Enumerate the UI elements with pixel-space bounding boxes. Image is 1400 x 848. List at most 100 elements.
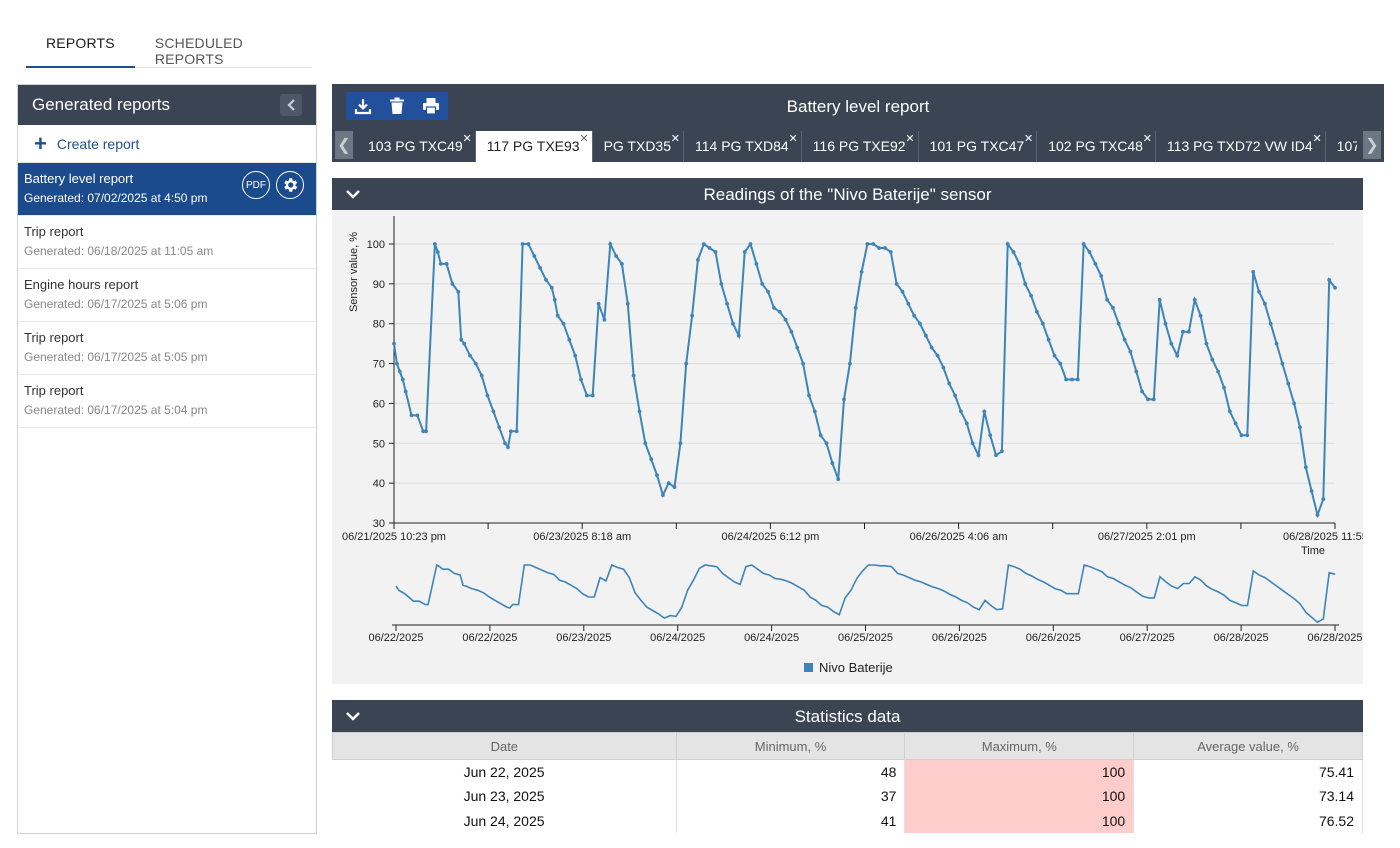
statistics-table: Date Minimum, % Maximum, % Average value…	[332, 732, 1363, 833]
data-point	[801, 361, 805, 366]
legend-label: Nivo Baterije	[819, 660, 893, 675]
data-point	[625, 301, 630, 306]
report-name: Trip report	[24, 330, 84, 345]
tab-scheduled-reports[interactable]: SCHEDULED REPORTS	[154, 35, 243, 67]
data-point	[970, 441, 975, 446]
close-icon[interactable]: ✕	[462, 133, 472, 145]
close-icon[interactable]: ✕	[788, 133, 798, 145]
vehicle-tab[interactable]: 116 PG TXE92 ✕	[801, 131, 919, 162]
column-header-avg[interactable]: Average value, %	[1133, 732, 1363, 760]
vehicle-tab[interactable]: 113 PG TXD72 VW ID4 ✕	[1155, 131, 1326, 162]
data-point	[400, 377, 405, 382]
data-point	[532, 254, 537, 258]
x-tick-label: 06/23/2025 8:18 am	[533, 531, 631, 543]
data-point	[1204, 341, 1209, 346]
data-point	[631, 373, 636, 378]
report-item[interactable]: Engine hours report Generated: 06/17/202…	[18, 269, 316, 322]
delete-button[interactable]	[380, 92, 414, 120]
report-generated: Generated: 06/18/2025 at 11:05 am	[24, 244, 214, 258]
column-header-max[interactable]: Maximum, %	[904, 732, 1135, 760]
close-icon[interactable]: ✕	[1142, 133, 1152, 145]
vehicle-tab[interactable]: 101 PG TXC47 ✕	[918, 131, 1038, 162]
data-point	[1005, 242, 1010, 246]
data-point	[1029, 293, 1033, 298]
close-icon[interactable]: ✕	[670, 133, 680, 145]
report-item[interactable]: Trip report Generated: 06/18/2025 at 11:…	[18, 216, 316, 269]
data-point	[777, 309, 782, 314]
vehicle-tab-label: 114 PG TXD84	[695, 138, 789, 154]
vehicle-tab[interactable]: PG TXD35 ✕	[592, 131, 684, 162]
data-point	[602, 317, 607, 322]
report-item[interactable]: Trip report Generated: 06/17/2025 at 5:0…	[18, 322, 316, 375]
create-report-button[interactable]: + Create report	[18, 125, 316, 163]
x-axis-label: Time	[1301, 545, 1325, 557]
data-point	[1017, 262, 1022, 266]
report-item[interactable]: Battery level report Generated: 07/02/20…	[18, 163, 316, 216]
y-tick-label: 50	[373, 438, 385, 450]
pdf-button[interactable]: PDF	[242, 171, 270, 199]
tabs-scroll-left-button[interactable]: ❮	[335, 131, 353, 159]
data-point	[888, 250, 893, 254]
data-point	[976, 453, 981, 458]
data-point	[1070, 377, 1074, 382]
data-point	[924, 333, 928, 338]
print-button[interactable]	[414, 92, 448, 120]
navigator-tick-label: 06/27/2025	[1120, 632, 1175, 644]
close-icon[interactable]: ✕	[579, 133, 589, 145]
column-header-date[interactable]: Date	[332, 732, 677, 760]
data-point	[1175, 353, 1180, 358]
report-name: Engine hours report	[24, 277, 139, 292]
data-point	[1192, 297, 1197, 302]
data-point	[701, 242, 706, 246]
close-icon[interactable]: ✕	[1024, 133, 1034, 145]
data-point	[918, 321, 922, 326]
data-point	[1181, 329, 1185, 334]
download-button[interactable]	[346, 92, 380, 120]
data-point	[748, 242, 753, 246]
y-axis-label: Sensor value, %	[348, 232, 360, 312]
data-point	[906, 301, 911, 306]
report-item[interactable]: Trip report Generated: 06/17/2025 at 5:0…	[18, 375, 316, 428]
series-line-nivo-baterije	[393, 240, 1336, 519]
data-point	[1210, 357, 1215, 362]
download-icon	[354, 99, 372, 115]
data-point	[1134, 369, 1139, 374]
y-tick-label: 80	[373, 319, 385, 331]
cell-avg: 76.52	[1133, 808, 1363, 833]
readings-section-header[interactable]: Readings of the "Nivo Baterije" sensor	[332, 178, 1363, 210]
data-point	[830, 461, 835, 466]
close-icon[interactable]: ✕	[905, 133, 915, 145]
navigator-line	[395, 563, 1336, 624]
tabs-scroll-right-button[interactable]: ❯	[1363, 131, 1381, 159]
data-point	[450, 282, 455, 286]
vehicle-tab[interactable]: 114 PG TXD84 ✕	[684, 131, 802, 162]
data-point	[520, 242, 525, 246]
vehicle-tab[interactable]: 102 PG TXC48 ✕	[1037, 131, 1156, 162]
collapse-sidebar-button[interactable]	[280, 94, 302, 116]
data-point	[585, 393, 589, 398]
data-point	[1303, 465, 1308, 470]
column-header-min[interactable]: Minimum, %	[675, 732, 906, 760]
data-point	[672, 485, 677, 489]
data-point	[772, 305, 776, 310]
statistics-section-header[interactable]: Statistics data	[332, 700, 1363, 732]
data-point	[1058, 361, 1063, 366]
tab-reports[interactable]: REPORTS	[26, 22, 135, 68]
data-point	[1315, 513, 1320, 517]
vehicle-tab[interactable]: 117 PG TXE93 ✕	[475, 131, 593, 162]
data-point	[608, 242, 613, 246]
data-point	[1257, 289, 1261, 294]
data-point	[1011, 250, 1016, 254]
data-point	[1140, 389, 1144, 394]
settings-button[interactable]	[276, 171, 304, 199]
data-point	[1157, 297, 1162, 302]
data-point	[1187, 329, 1191, 334]
vehicle-tab[interactable]: 103 PG TXC49 ✕	[357, 131, 476, 162]
vehicle-tab[interactable]: 107 PG TXC55 VW	[1325, 131, 1357, 162]
data-point	[643, 441, 648, 446]
data-point	[1023, 282, 1028, 286]
data-point	[1000, 449, 1004, 454]
table-row: Jun 24, 2025 41 100 76.52	[332, 808, 1363, 833]
data-point	[403, 389, 408, 394]
close-icon[interactable]: ✕	[1312, 133, 1322, 145]
